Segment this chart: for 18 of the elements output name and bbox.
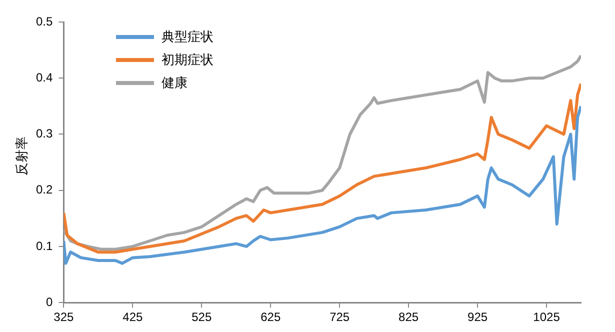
x-tick-label: 625 [260,310,281,324]
legend-label: 健康 [162,74,188,92]
legend-label: 典型症状 [162,28,214,46]
y-axis-title: 反射率 [14,136,31,176]
x-tick-label: 525 [192,310,212,324]
y-tick-label: 0.4 [36,70,53,84]
y-tick-label: 0.1 [36,238,53,253]
legend-label: 初期症状 [162,52,214,68]
y-tick-label: 0.3 [36,126,53,141]
x-tick-label: 925 [468,310,488,324]
x-tick-label: 325 [54,310,74,324]
y-tick-label: 0 [46,294,53,309]
y-tick-label: 0.5 [36,14,53,28]
x-tick-label: 425 [122,310,143,324]
x-tick-label: 825 [398,310,419,324]
y-tick-label: 0.2 [36,182,53,197]
x-tick-label: 1025 [533,310,560,324]
x-tick-label: 725 [330,310,350,324]
